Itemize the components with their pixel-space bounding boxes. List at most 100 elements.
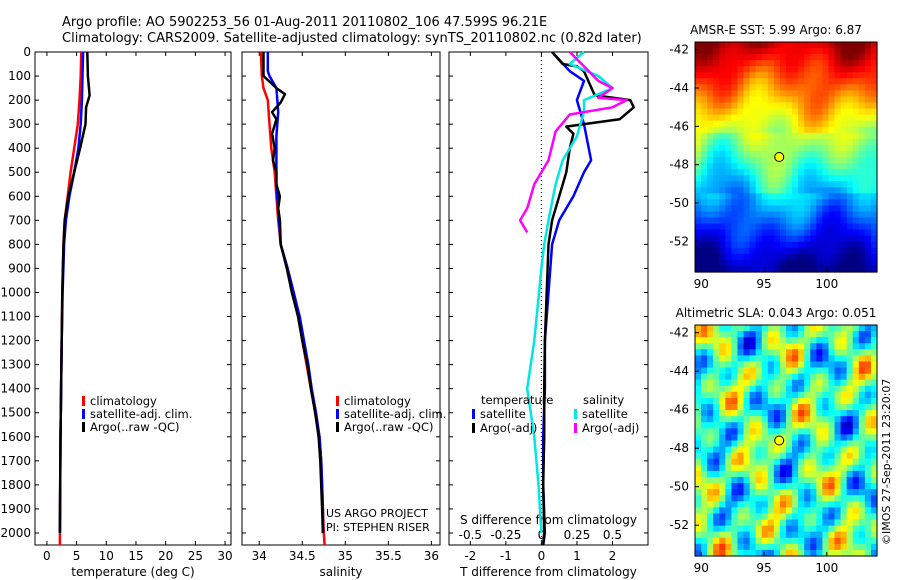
map-cell xyxy=(701,144,708,152)
map-cell xyxy=(828,549,836,557)
map-cell xyxy=(810,501,817,508)
map-cell xyxy=(713,501,720,508)
map-cell xyxy=(828,211,836,219)
map-cell xyxy=(737,126,745,134)
map-cell xyxy=(828,343,836,350)
map-cell xyxy=(828,193,836,200)
map-cell xyxy=(725,150,732,158)
map-cell xyxy=(731,379,739,387)
map-cell xyxy=(737,428,745,436)
map-cell xyxy=(822,169,830,176)
map-cell xyxy=(743,489,751,496)
depth-tick-label: 1200 xyxy=(0,334,31,348)
map-cell xyxy=(713,416,720,423)
map-cell xyxy=(749,434,757,442)
map-cell xyxy=(786,476,793,484)
map-x-tick-label: 90 xyxy=(694,277,709,291)
map-cell xyxy=(737,422,745,429)
map-cell xyxy=(779,235,787,243)
map-cell xyxy=(737,265,745,273)
map-cell xyxy=(798,199,805,207)
map-cell xyxy=(725,193,732,200)
map-cell xyxy=(852,446,860,454)
map-cell xyxy=(779,60,787,67)
map-cell xyxy=(713,464,720,472)
map-cell xyxy=(773,470,781,478)
map-cell xyxy=(731,169,739,176)
map-cell xyxy=(761,132,769,140)
map-cell xyxy=(719,519,726,527)
map-cell xyxy=(719,253,726,261)
map-cell xyxy=(840,126,848,134)
map-cell xyxy=(767,96,775,104)
map-cell xyxy=(822,72,830,79)
map-cell xyxy=(731,331,739,338)
map-cell xyxy=(731,150,739,158)
map-cell xyxy=(749,132,757,140)
map-cell xyxy=(761,325,769,332)
map-cell xyxy=(725,199,732,207)
map-cell xyxy=(779,229,787,237)
map-cell xyxy=(731,120,739,128)
map-cell xyxy=(834,331,842,338)
map-cell xyxy=(719,404,726,411)
map-cell xyxy=(695,72,702,79)
map-cell xyxy=(743,476,751,484)
map-cell xyxy=(707,446,714,454)
map-cell xyxy=(731,458,739,466)
map-cell xyxy=(846,355,854,363)
map-cell xyxy=(822,96,830,104)
depth-tick-label: 1700 xyxy=(0,454,31,468)
map-cell xyxy=(804,157,811,164)
map-cell xyxy=(695,452,702,460)
map-cell xyxy=(695,337,702,344)
map-cell xyxy=(786,223,793,231)
map-cell xyxy=(743,331,751,338)
series-line-3 xyxy=(58,51,91,534)
map-cell xyxy=(840,337,848,344)
map-cell xyxy=(761,537,769,545)
map-cell xyxy=(701,391,708,399)
map-cell xyxy=(701,108,708,116)
map-x-tick-label: 95 xyxy=(756,561,771,575)
map-cell xyxy=(864,507,872,515)
map-cell xyxy=(719,187,726,194)
map-cell xyxy=(792,229,799,237)
map-cell xyxy=(773,265,781,273)
map-cell xyxy=(731,223,739,231)
map-cell xyxy=(864,349,872,356)
map-cell xyxy=(840,343,848,350)
map-cell xyxy=(798,48,805,55)
map-cell xyxy=(810,48,817,55)
map-cell xyxy=(749,367,757,375)
map-cell xyxy=(786,205,793,213)
map-cell xyxy=(779,96,787,104)
map-cell xyxy=(779,373,787,381)
map-cell xyxy=(737,169,745,176)
map-cell xyxy=(822,211,830,219)
map-cell xyxy=(731,416,739,423)
map-cell xyxy=(798,235,805,243)
map-cell xyxy=(810,531,817,539)
map-cell xyxy=(749,464,757,472)
map-cell xyxy=(695,501,702,508)
map-cell xyxy=(786,78,793,85)
map-cell xyxy=(713,66,720,73)
map-cell xyxy=(755,205,763,213)
map-cell xyxy=(786,470,793,478)
map-cell xyxy=(810,343,817,350)
map-cell xyxy=(749,422,757,429)
map-cell xyxy=(822,337,830,344)
map-cell xyxy=(840,163,848,170)
map-cell xyxy=(804,108,811,116)
map-cell xyxy=(725,187,732,194)
map-cell xyxy=(810,446,817,454)
map-cell xyxy=(731,513,739,521)
map-cell xyxy=(858,102,866,110)
map-cell xyxy=(828,525,836,533)
map-cell xyxy=(858,181,866,188)
map-cell xyxy=(725,259,732,267)
map-cell xyxy=(804,410,811,417)
map-cell xyxy=(725,157,732,164)
